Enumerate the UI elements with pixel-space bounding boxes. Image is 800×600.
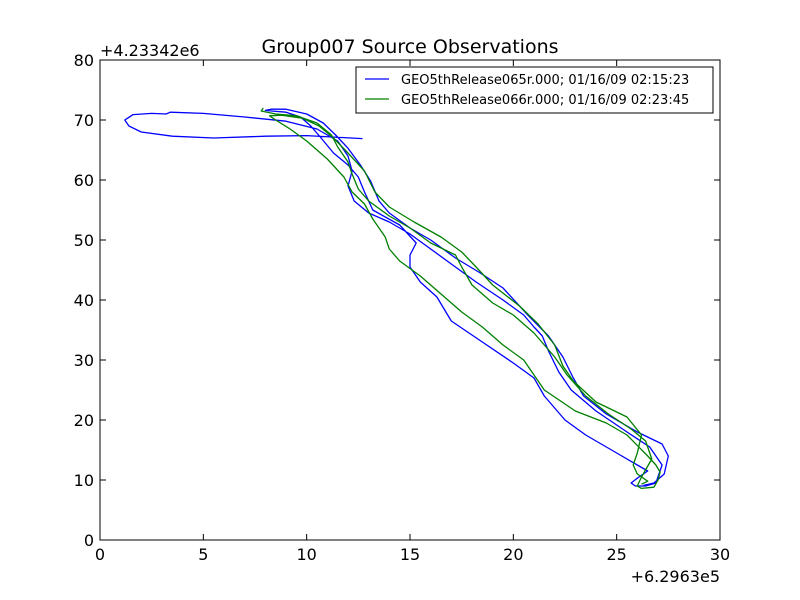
x-tick-label: 25	[606, 545, 626, 564]
x-tick-label: 0	[95, 545, 105, 564]
y-tick-label: 10	[74, 471, 94, 490]
x-tick-label: 10	[296, 545, 316, 564]
y-tick-label: 30	[74, 351, 94, 370]
axis-ticks: 0 5 10 15 20 25 30 0 10 20 30 40 50 60 70 80	[74, 51, 731, 564]
y-axis-offset-label: +4.23342e6	[100, 41, 200, 60]
x-tick-label: 5	[198, 545, 208, 564]
x-tick-label: 15	[400, 545, 420, 564]
y-tick-label: 60	[74, 171, 94, 190]
y-tick-label: 40	[74, 291, 94, 310]
y-tick-label: 80	[74, 51, 94, 70]
y-tick-label: 0	[84, 531, 94, 550]
chart-title: Group007 Source Observations	[261, 36, 558, 58]
y-tick-label: 70	[74, 111, 94, 130]
y-tick-label: 20	[74, 411, 94, 430]
x-tick-label: 20	[503, 545, 523, 564]
x-tick-label: 30	[710, 545, 730, 564]
legend: GEO5thRelease065r.000; 01/16/09 02:15:23…	[355, 66, 714, 114]
legend-entry-1: GEO5thRelease065r.000; 01/16/09 02:15:23	[401, 73, 689, 88]
series-layer	[124, 107, 669, 490]
series-line-1	[124, 108, 669, 487]
plot-area-frame	[99, 59, 721, 541]
series-line-2	[260, 107, 661, 490]
legend-entry-2: GEO5thRelease066r.000; 01/16/09 02:23:45	[401, 93, 689, 108]
y-tick-label: 50	[74, 231, 94, 250]
x-axis-offset-label: +6.2963e5	[631, 567, 720, 586]
legend-box	[355, 66, 714, 114]
